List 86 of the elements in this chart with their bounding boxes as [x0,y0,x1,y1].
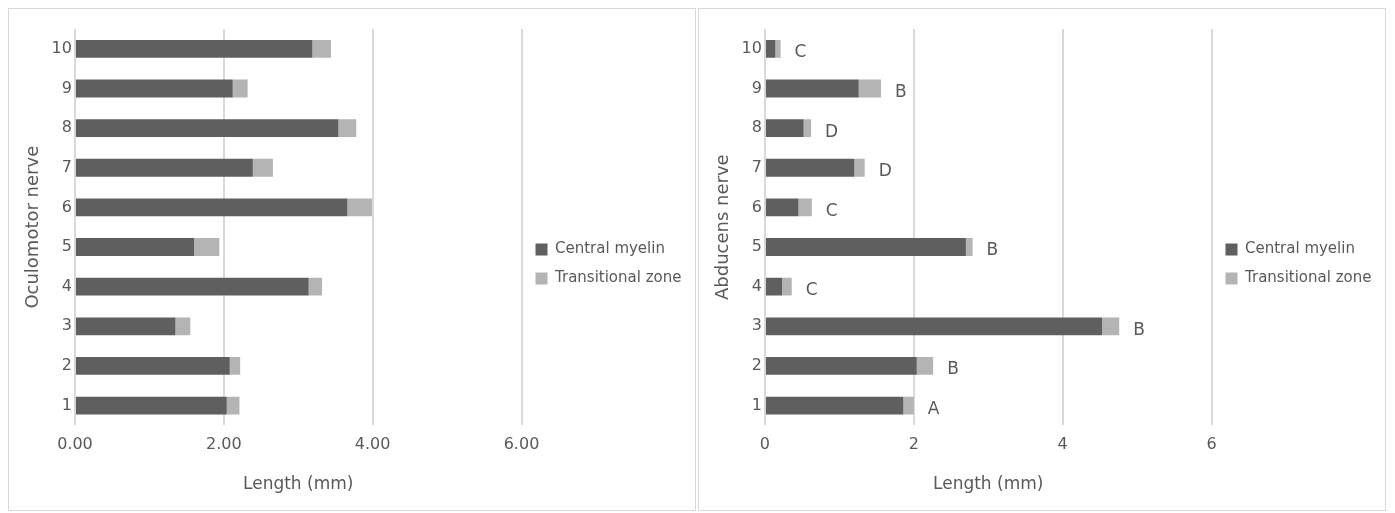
y-tick-label: 8 [751,117,762,137]
bar [75,277,309,296]
bar [782,277,792,296]
annotation: D [878,160,892,181]
annotation: C [794,41,807,62]
bar [75,79,233,98]
bar [75,158,253,177]
bar [765,357,917,375]
bar [75,238,195,256]
legend-label: Central myelin [1245,239,1355,258]
bar [798,198,812,217]
bar [965,238,973,256]
bar [765,79,859,98]
y-tick-label: 2 [751,355,762,375]
x-tick-label: 4.00 [354,434,391,454]
x-tick-label: 6.00 [503,434,540,454]
y-tick-label: 3 [751,315,762,335]
y-tick-label: 8 [61,117,72,137]
y-tick-label: 9 [61,77,72,97]
bar [312,39,331,58]
y-tick-label: 6 [751,196,762,216]
y-axis-title: Oculomotor nerve [21,145,43,309]
y-tick-label: 5 [751,236,762,256]
bar [765,238,966,256]
bar [75,119,339,138]
x-tick-label: 0.00 [57,434,93,454]
y-tick-label: 1 [751,394,762,414]
annotation: B [947,358,959,379]
annotation: B [895,80,907,101]
y-tick-label: 4 [751,275,762,295]
bar [232,79,248,98]
bar [347,198,372,217]
x-tick-label: 2.00 [205,434,242,454]
bar [75,317,176,336]
bar [75,39,313,58]
bar [765,317,1103,336]
y-tick-label: 10 [741,37,762,57]
annotation: C [825,199,838,220]
y-axis-title: Abducens nerve [711,154,733,301]
x-axis-title: Length (mm) [933,473,1044,494]
x-tick-label: 4 [1057,434,1068,454]
x-tick-label: 0 [759,434,771,454]
bar [194,238,220,256]
y-tick-label: 6 [61,196,72,216]
y-tick-label: 1 [61,394,72,414]
bar [226,396,240,415]
x-tick-label: 2 [908,434,919,454]
bar [765,39,776,58]
y-tick-label: 7 [751,156,762,176]
bar [903,396,914,415]
bar [765,198,799,217]
bar [858,79,882,98]
y-tick-label: 7 [61,156,72,176]
annotation: A [927,398,940,418]
y-tick-label: 3 [61,315,72,335]
y-tick-label: 5 [61,236,72,256]
y-tick-label: 9 [751,77,762,97]
bar [765,119,804,138]
annotation: C [805,279,818,300]
legend-label: Transitional zone [1244,268,1372,287]
bar [854,158,865,177]
legend-label: Central myelin [555,239,665,258]
annotation: B [1133,318,1145,339]
legend-label: Transitional zone [554,268,682,287]
bar [308,277,323,296]
bar [175,317,191,336]
x-tick-label: 6 [1206,434,1217,454]
bar [765,396,904,415]
bar [765,158,855,177]
bar [75,396,227,415]
y-tick-label: 4 [61,275,72,295]
bar [75,357,230,375]
annotation: B [986,239,999,260]
bar [765,277,783,296]
x-axis-title: Length (mm) [243,473,354,494]
y-tick-label: 2 [61,355,72,375]
bar [229,357,241,375]
bar [338,119,357,138]
bar [1102,317,1120,336]
bar [75,198,348,217]
bar [775,39,781,58]
annotation: D [825,120,839,141]
bar [916,357,934,375]
bar [803,119,812,138]
y-tick-label: 10 [51,37,72,57]
bar [252,158,273,177]
